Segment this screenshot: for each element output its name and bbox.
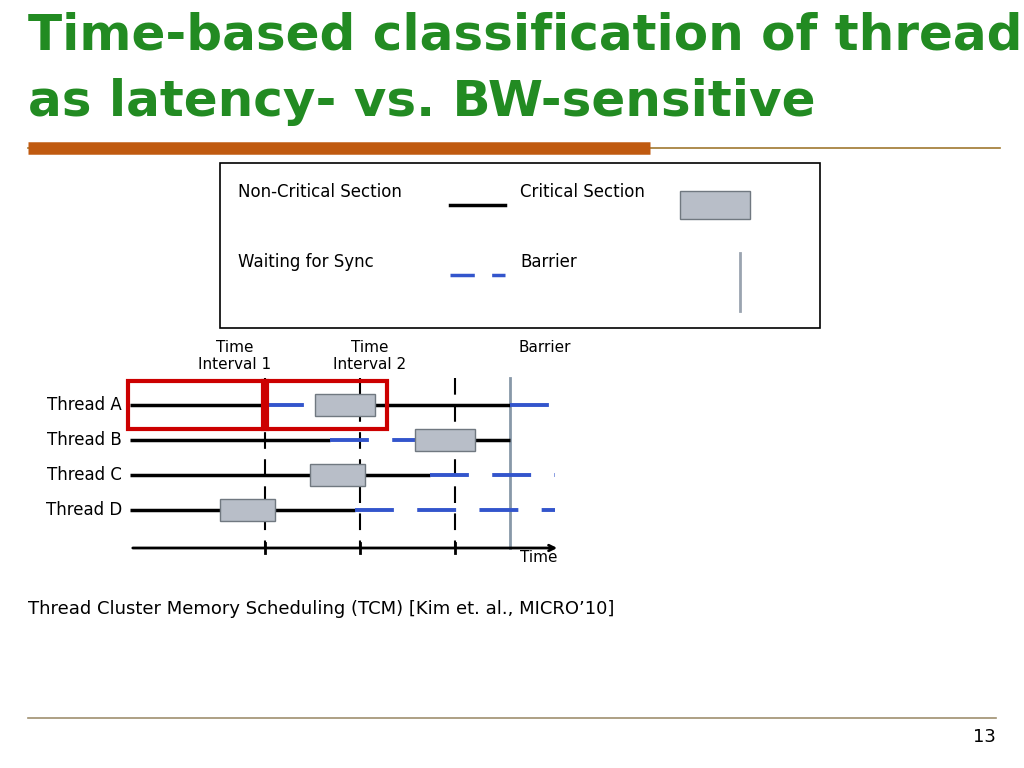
Bar (680, 191, 750, 219)
Bar (310, 464, 365, 486)
Bar (220, 499, 275, 521)
Bar (315, 394, 375, 416)
Text: Critical Section: Critical Section (520, 183, 645, 201)
Text: Non-Critical Section: Non-Critical Section (238, 183, 401, 201)
Text: Time-based classification of threads: Time-based classification of threads (28, 12, 1024, 60)
Text: Time: Time (520, 550, 557, 565)
Text: Thread C: Thread C (47, 466, 122, 484)
Text: Thread Cluster Memory Scheduling (TCM) [Kim et. al., MICRO’10]: Thread Cluster Memory Scheduling (TCM) [… (28, 600, 614, 618)
Text: Time
Interval 1: Time Interval 1 (199, 340, 271, 372)
Text: 13: 13 (973, 728, 996, 746)
Text: Thread B: Thread B (47, 431, 122, 449)
Text: Thread A: Thread A (47, 396, 122, 414)
Text: Barrier: Barrier (520, 253, 577, 271)
Text: Barrier: Barrier (518, 340, 570, 355)
Bar (220, 163, 820, 328)
Text: as latency- vs. BW-sensitive: as latency- vs. BW-sensitive (28, 78, 815, 126)
Text: Waiting for Sync: Waiting for Sync (238, 253, 374, 271)
Text: Time
Interval 2: Time Interval 2 (334, 340, 407, 372)
Bar (415, 429, 475, 451)
Text: Thread D: Thread D (46, 501, 122, 519)
